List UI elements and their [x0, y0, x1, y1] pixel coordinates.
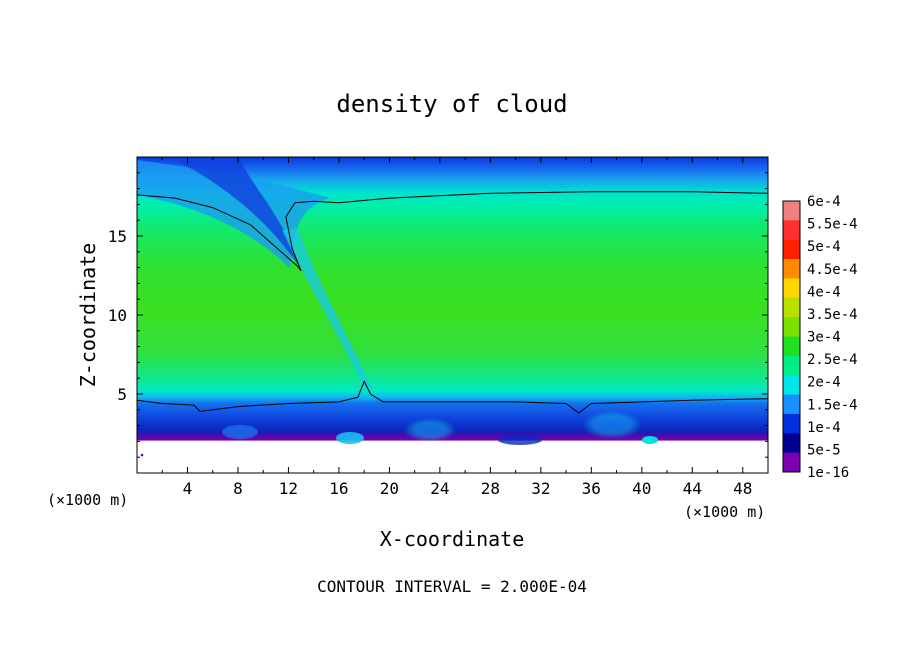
colorbar-swatch: [783, 239, 800, 260]
x-tick-label: 44: [683, 479, 702, 498]
colorbar-swatch: [783, 452, 800, 473]
colorbar-label: 5.5e-4: [807, 217, 858, 233]
x-tick-label: 48: [733, 479, 752, 498]
colorbar-label: 2e-4: [807, 375, 841, 391]
colorbar-swatch: [783, 433, 800, 454]
x-unit-left: (×1000 m): [47, 491, 128, 509]
colorbar-label: 1.5e-4: [807, 397, 858, 413]
contour-interval-note: CONTOUR INTERVAL = 2.000E-04: [317, 577, 587, 596]
x-tick-label: 36: [582, 479, 601, 498]
colorbar-swatch: [783, 317, 800, 337]
colorbar-swatch: [783, 355, 800, 376]
y-tick-label: 5: [117, 385, 127, 404]
colorbar-swatch: [783, 220, 800, 241]
colorbar-label: 3e-4: [807, 330, 841, 346]
x-tick-label: 4: [183, 479, 193, 498]
x-axis: 4 8 12 16 20 24 28 32 36 40 44 48: [161, 157, 752, 498]
colorbar-label: 4e-4: [807, 284, 841, 300]
x-tick-label: 28: [481, 479, 500, 498]
colorbar-label: 2.5e-4: [807, 352, 858, 368]
field-bottom-patch: [582, 411, 642, 439]
x-axis-label: X-coordinate: [380, 527, 525, 551]
field-bottom-patch: [222, 425, 258, 439]
colorbar-swatch: [783, 297, 800, 318]
y-tick-label: 15: [108, 227, 127, 246]
field-layer: [137, 157, 768, 473]
x-tick-label: 40: [632, 479, 651, 498]
x-tick-label: 24: [430, 479, 449, 498]
colorbar-label: 3.5e-4: [807, 307, 858, 323]
contour-line: [136, 380, 769, 414]
chart-title: density of cloud: [336, 90, 567, 118]
x-unit-right: (×1000 m): [684, 503, 765, 521]
colorbar-label: 1e-16: [807, 465, 849, 481]
y-axis-label: Z-coordinate: [76, 243, 100, 388]
colorbar-label: 6e-4: [807, 194, 841, 210]
y-axis: 5 10 15: [108, 172, 768, 458]
colorbar-swatch: [783, 259, 800, 279]
colorbar-swatch: [783, 375, 800, 396]
contour-lines: [136, 191, 769, 414]
x-tick-label: 12: [279, 479, 298, 498]
colorbar-swatch: [783, 413, 800, 434]
colorbar-frame: [782, 200, 801, 473]
colorbar-swatch: [783, 336, 800, 357]
field-bottom-patch: [336, 432, 364, 444]
field-bottom-patch: [404, 418, 456, 442]
colorbar-label: 1e-4: [807, 420, 841, 436]
colorbar: 6e-4 5.5e-4 5e-4 4.5e-4 4e-4 3.5e-4 3e-4 2.5e-4…: [782, 194, 858, 481]
field-bottom-patch: [642, 436, 658, 444]
x-tick-label: 16: [329, 479, 348, 498]
contour-line: [136, 191, 769, 272]
y-tick-label: 10: [108, 306, 127, 325]
colorbar-label: 4.5e-4: [807, 262, 858, 278]
colorbar-swatch: [783, 394, 800, 415]
x-tick-label: 20: [380, 479, 399, 498]
colorbar-label: 5e-4: [807, 239, 841, 255]
field-wake-core: [175, 160, 300, 268]
x-tick-label: 32: [531, 479, 550, 498]
colorbar-swatch: [783, 278, 800, 299]
colorbar-swatch: [783, 201, 800, 221]
colorbar-label: 5e-5: [807, 442, 841, 458]
field-dot: [140, 453, 144, 457]
field-plume: [282, 228, 372, 390]
field-bottom-patch: [498, 435, 542, 445]
x-tick-label: 8: [233, 479, 243, 498]
